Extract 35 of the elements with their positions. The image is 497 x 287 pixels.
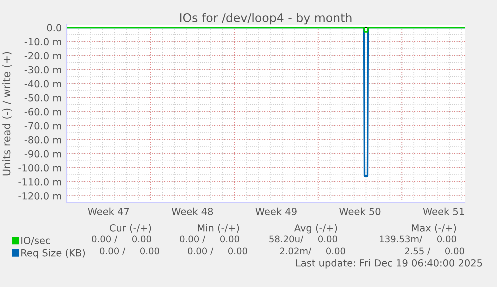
chart-title: IOs for /dev/loop4 - by month (180, 13, 352, 25)
text: 139.53m/ 0.00 (380, 236, 456, 244)
x-tick-label: Week 50 (340, 208, 381, 216)
y-tick-label: -50.0 m (24, 94, 62, 102)
legend-label: Req Size (KB) (22, 249, 86, 259)
text: 2.02m/ 0.00 (280, 248, 346, 256)
legend-label: IO/sec (22, 237, 50, 246)
x-tick-label: Week 49 (256, 208, 297, 216)
y-tick-label: -10.0 m (24, 38, 62, 46)
text: Min (-/+) (198, 224, 240, 233)
y-axis-title: Units read (-) / write (+) (2, 52, 12, 176)
x-tick-label: Week 51 (423, 208, 464, 216)
text: 0.00 / 0.00 (188, 248, 248, 256)
text: 2.55 / 0.00 (405, 248, 464, 256)
x-tick-label: Week 48 (172, 208, 214, 216)
y-tick-label: -70.0 m (24, 122, 62, 130)
text: Last update: Fri Dec 19 06:40:00 2025 (296, 259, 482, 269)
text: Cur (-/+) (110, 224, 152, 233)
text: Avg (-/+) (294, 224, 338, 234)
y-tick-label: -60.0 m (24, 108, 62, 116)
y-tick-label: 0.0 (47, 24, 62, 32)
y-tick-label: -110.0 m (18, 178, 62, 186)
text: 0.00 / 0.00 (100, 248, 160, 256)
x-tick-label: Week 47 (88, 208, 130, 216)
y-tick-label: -40.0 m (24, 80, 62, 88)
y-tick-label: -120.0 m (18, 192, 62, 200)
y-tick-label: -100.0 m (18, 164, 62, 172)
text: 0.00 / 0.00 (92, 236, 152, 244)
text: 0.00 / 0.00 (180, 236, 240, 244)
y-tick-label: -80.0 m (24, 136, 62, 144)
text: Max (-/+) (412, 224, 456, 233)
text: 58.20u/ 0.00 (270, 236, 338, 244)
y-tick-label: -20.0 m (24, 52, 62, 60)
y-tick-label: -30.0 m (24, 66, 62, 74)
y-tick-label: -90.0 m (24, 150, 62, 158)
